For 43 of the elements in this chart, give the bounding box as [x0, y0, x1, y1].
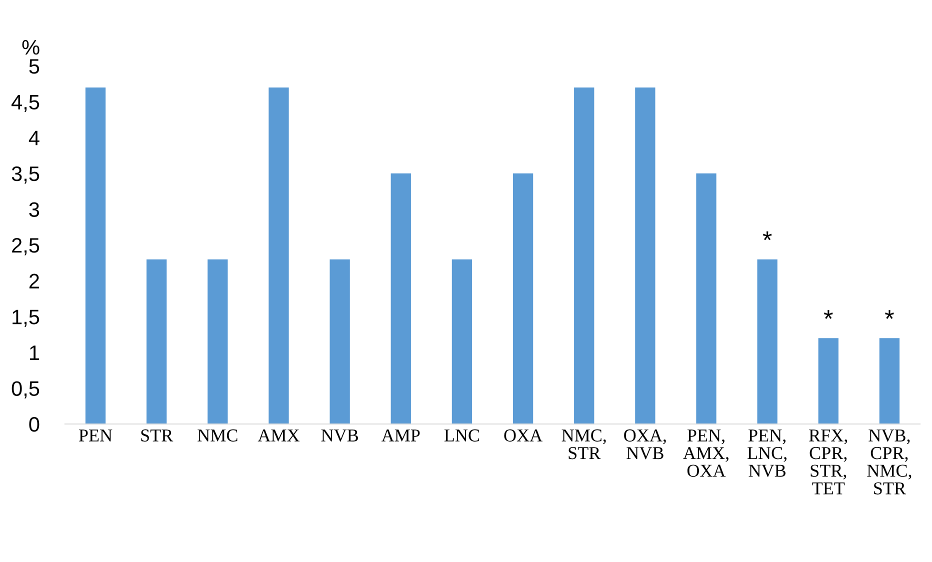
x-tick-label: PEN — [79, 430, 112, 442]
y-axis-title: % — [22, 40, 40, 55]
x-tick-label: NVB, CPR, NMC, STR — [867, 430, 912, 494]
bar — [208, 259, 228, 424]
y-tick-label: 2,5 — [12, 238, 40, 256]
y-tick-label: 1 — [30, 346, 39, 360]
x-tick-label: RFX, CPR, STR, TET — [809, 430, 848, 494]
annotation: * — [762, 231, 772, 240]
x-tick-label: NVB — [321, 430, 358, 442]
y-tick-label: 3,5 — [12, 166, 40, 184]
bar — [696, 173, 716, 424]
y-tick-label: 5 — [29, 59, 40, 74]
bar — [512, 173, 534, 424]
y-tick-label: 4 — [28, 130, 40, 146]
x-tick-label: PEN, AMX, OXA — [683, 430, 728, 477]
bar — [452, 259, 472, 424]
bar — [635, 87, 656, 424]
x-tick-label: OXA, NVB — [624, 429, 666, 460]
x-tick-label: STR — [141, 429, 174, 442]
x-tick-label: PEN, LNC, NVB — [748, 430, 786, 477]
y-tick-label: 4,5 — [12, 95, 40, 112]
bar — [330, 259, 350, 424]
bar — [574, 87, 594, 424]
bar — [268, 87, 289, 424]
bar — [146, 259, 167, 424]
annotation: * — [885, 310, 894, 319]
annotation: * — [824, 310, 833, 319]
bar — [818, 338, 838, 424]
y-tick-label: 3 — [29, 202, 40, 217]
bar — [85, 87, 106, 424]
x-tick-label: OXA — [504, 429, 542, 442]
bar — [757, 259, 778, 424]
x-tick-label: NMC — [198, 429, 238, 442]
x-tick-label: NMC, STR — [562, 429, 606, 460]
x-tick-label: LNC — [444, 429, 480, 442]
bar — [390, 173, 411, 424]
y-tick-label: 0 — [29, 417, 40, 432]
y-tick-label: 1,5 — [12, 310, 40, 327]
bar — [879, 338, 900, 424]
x-tick-label: AMX — [258, 429, 300, 442]
x-tick-label: AMP — [382, 429, 420, 442]
y-tick-label: 0,5 — [12, 381, 40, 398]
y-tick-label: 2 — [29, 274, 39, 288]
